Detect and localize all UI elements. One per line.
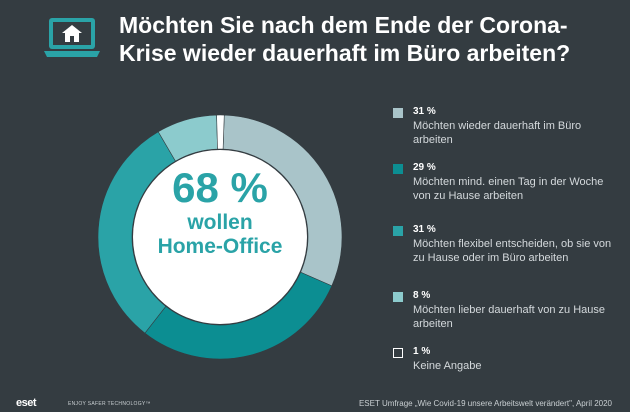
- legend-percentage: 1 %: [413, 346, 431, 357]
- laptop-home-icon: [44, 18, 100, 57]
- donut-center: [133, 150, 307, 324]
- title-line-1: Möchten Sie nach dem Ende der Corona-: [119, 12, 568, 38]
- legend-percentage: 29 %: [413, 162, 436, 173]
- legend-swatch: [393, 292, 403, 302]
- center-line-2: Home-Office: [157, 235, 283, 258]
- title-line-2: Krise wieder dauerhaft im Büro arbeiten?: [119, 40, 571, 66]
- legend-swatch: [393, 226, 403, 236]
- legend-label: Möchten lieber dauerhaft von zu Hause ar…: [413, 304, 606, 330]
- tagline: ENJOY SAFER TECHNOLOGY™: [68, 401, 151, 407]
- donut-chart: [97, 114, 343, 360]
- donut-center-label: 68 % wollen Home-Office: [120, 165, 320, 259]
- legend-swatch: [393, 348, 403, 358]
- legend-percentage: 31 %: [413, 106, 436, 117]
- legend-percentage: 31 %: [413, 224, 436, 235]
- source-note: ESET Umfrage „Wie Covid-19 unsere Arbeit…: [358, 399, 612, 408]
- legend-label: Möchten flexibel entscheiden, ob sie von…: [413, 238, 612, 264]
- legend-percentage: 8 %: [413, 290, 431, 301]
- legend-label: Möchten mind. einen Tag in der Woche von…: [413, 176, 604, 202]
- legend-swatch: [393, 164, 403, 174]
- donut-slice-5: [216, 114, 225, 150]
- center-line-1: wollen: [187, 211, 253, 234]
- center-percentage: 68 %: [172, 164, 268, 211]
- eset-logo: eset: [16, 397, 37, 409]
- legend-label: Möchten wieder dauerhaft im Büro arbeite…: [413, 120, 582, 146]
- chart-title: Möchten Sie nach dem Ende der Corona- Kr…: [119, 11, 619, 67]
- legend-swatch: [393, 108, 403, 118]
- legend-label: Keine Angabe: [413, 360, 482, 372]
- footer: eset ENJOY SAFER TECHNOLOGY™ ESET Umfrag…: [0, 396, 630, 412]
